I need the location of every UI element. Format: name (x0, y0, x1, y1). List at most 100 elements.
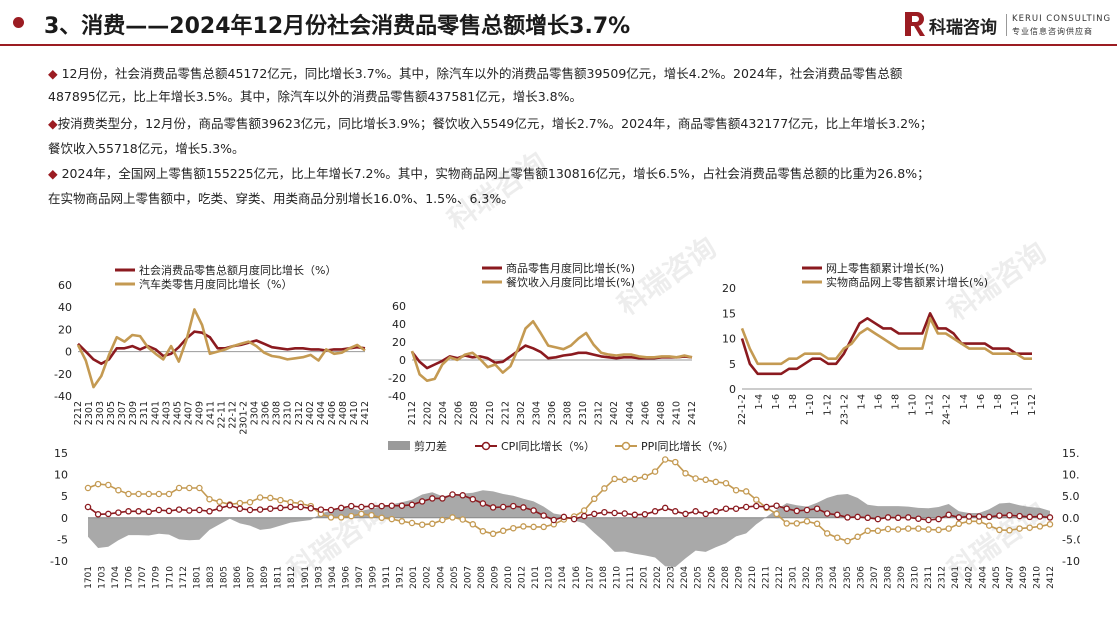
ppi-point (702, 476, 709, 484)
x-tick-label: 2408 (338, 401, 349, 425)
paragraph-text: 487895亿元，比上年增长3.5%。其中，除汽车以外的消费品零售额437581… (48, 89, 582, 104)
ppi-point (813, 520, 821, 528)
ppi-point (793, 520, 801, 527)
ppi-point (621, 476, 628, 484)
cpi-point (753, 502, 760, 510)
cpi-point (378, 502, 385, 510)
paragraph-bullet: ◆ (48, 66, 58, 81)
x-tick-label: 2310 (578, 401, 589, 425)
ppi-point (672, 458, 679, 466)
cpi-point (186, 507, 193, 514)
x-tick-label: 2004 (436, 566, 446, 589)
x-tick-label: 2409 (1019, 566, 1029, 589)
x-tick-label: 2208 (469, 401, 480, 425)
legend-label: 实物商品网上零售额累计增长(%) (826, 275, 988, 289)
x-tick-label: 1809 (260, 566, 270, 589)
x-tick-label: 2402 (609, 401, 620, 425)
y-tick-label-left: 0 (61, 512, 68, 525)
header: 3、消费——2024年12月份社会消费品零售总额增长3.7% 科瑞咨询 KERU… (0, 0, 1117, 46)
x-tick-label: 2206 (454, 401, 465, 425)
cpi-point (965, 513, 973, 520)
x-tick-label: 2409 (194, 401, 205, 425)
y-tick-label: 20 (58, 323, 72, 336)
x-tick-label: 2103 (545, 566, 555, 589)
x-tick-label: 2009 (490, 566, 500, 589)
x-tick-label: 1906 (341, 566, 351, 589)
series-line (740, 311, 1032, 376)
ppi-point (489, 530, 497, 538)
ppi-point (206, 495, 213, 503)
cpi-point (1016, 512, 1023, 520)
x-tick-label: 1-4 (754, 394, 765, 410)
cpi-point (459, 492, 466, 499)
x-tick-label: 2404 (316, 401, 327, 425)
x-tick-label: 2405 (992, 566, 1002, 589)
ppi-point (186, 484, 193, 492)
cpi-point (287, 503, 294, 511)
x-tick-label: 22-11 (217, 401, 228, 429)
ppi-point (823, 530, 831, 537)
cpi-point (601, 508, 608, 516)
ppi-point (925, 526, 932, 533)
cpi-point (945, 511, 952, 519)
x-tick-label: 2407 (183, 401, 194, 425)
chart-online-retail: 网上零售额累计增长(%)实物商品网上零售额累计增长(%) 20 15 10 5 022-1… (722, 261, 1038, 425)
ppi-point (327, 514, 335, 521)
cpi-point (216, 505, 223, 512)
x-tick-label: 2402 (305, 401, 316, 425)
ppi-point (844, 537, 851, 545)
page-title: 3、消费——2024年12月份社会消费品零售总额增长3.7% (44, 14, 631, 39)
cpi-point (84, 503, 92, 511)
ppi-point (267, 494, 274, 502)
x-tick-label: 1701 (84, 566, 94, 589)
ppi-point (1046, 521, 1054, 528)
x-tick-label: 2210 (748, 566, 758, 589)
ppi-point (520, 523, 527, 530)
ppi-point (337, 514, 345, 521)
x-tick-label: 1-8 (891, 394, 902, 410)
cpi-point (125, 508, 132, 515)
x-tick-label: 1901 (301, 566, 311, 589)
series-line (740, 316, 1032, 366)
x-tick-label: 1-10 (805, 394, 816, 416)
x-tick-label: 2405 (172, 401, 183, 425)
series-line (76, 308, 366, 389)
cpi-point (206, 508, 213, 515)
cpi-point (591, 510, 598, 518)
legend-label: 汽车类零售月度同比增长（%） (139, 277, 292, 291)
ppi-point (935, 526, 942, 534)
ppi-point (985, 522, 993, 529)
x-tick-label: 2306 (856, 566, 866, 589)
cpi-point (277, 504, 284, 512)
x-tick-label: 1807 (247, 566, 257, 589)
cpi-point (489, 504, 497, 511)
ppi-point (884, 525, 892, 533)
cpi-point (1006, 511, 1013, 519)
y-tick-label: -40 (54, 390, 72, 403)
x-tick-label: 1-10 (1010, 394, 1021, 416)
legend-swatch (388, 441, 410, 450)
x-tick-label: 2202 (423, 401, 434, 425)
paragraph-line: 餐饮收入55718亿元，增长5.3%。 (48, 138, 1078, 159)
ppi-point (256, 494, 264, 501)
cpi-point (935, 515, 942, 523)
ppi-point (155, 490, 163, 498)
ppi-point (145, 490, 153, 498)
x-tick-label: 1911 (382, 566, 392, 589)
cpi-point (439, 495, 446, 502)
x-tick-label: 2410 (671, 401, 682, 425)
ppi-point (510, 524, 517, 532)
cpi-point (925, 516, 932, 524)
x-tick-label: 1-8 (993, 394, 1004, 410)
cpi-point (894, 514, 902, 522)
x-tick-label: 22-1-2 (737, 394, 748, 425)
x-tick-label: 1703 (98, 566, 108, 589)
cpi-point (196, 506, 203, 514)
ppi-point (439, 516, 446, 524)
cpi-point (479, 500, 487, 507)
series-line (77, 330, 366, 366)
ppi-point (348, 512, 355, 520)
x-tick-label: 1-6 (976, 394, 987, 410)
series-line (410, 319, 693, 382)
legend-label: 剪刀差 (414, 439, 447, 453)
